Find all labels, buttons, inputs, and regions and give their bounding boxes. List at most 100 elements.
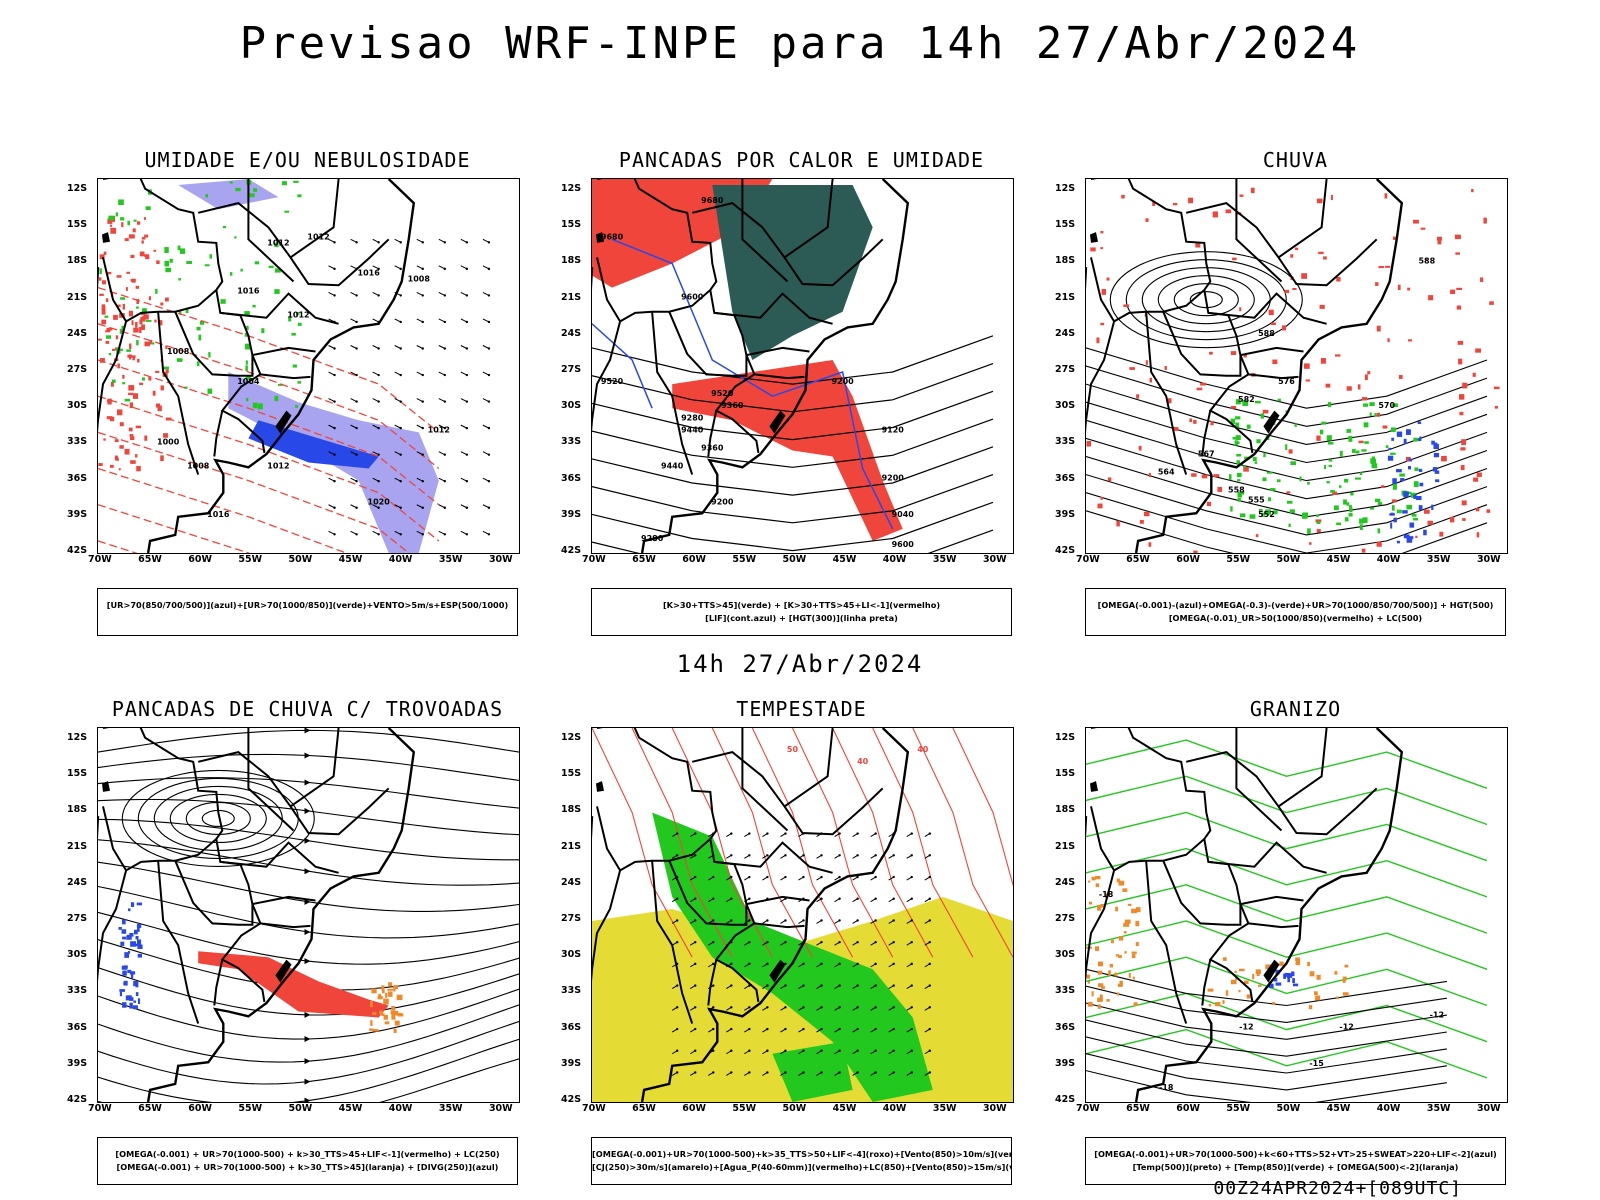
orange-cell xyxy=(1124,951,1127,954)
wind-850-area-south xyxy=(772,1041,853,1102)
green-cell xyxy=(126,349,131,352)
orange-cell xyxy=(1215,1002,1221,1007)
red-cell xyxy=(1364,374,1368,381)
green-cell xyxy=(122,382,126,385)
country-border-3 xyxy=(213,959,224,1006)
red-cell xyxy=(1138,445,1142,451)
country-border-7 xyxy=(754,922,805,929)
temp850-line-6 xyxy=(1086,956,1488,1007)
lon-tick-label: 60W xyxy=(188,554,212,565)
country-border-7 xyxy=(260,373,311,380)
divergence-cell xyxy=(123,970,127,976)
country-border-3 xyxy=(707,410,718,457)
lon-tick-label: 45W xyxy=(1326,1103,1351,1114)
red-cell xyxy=(1100,496,1103,500)
vector-head xyxy=(377,506,380,509)
green-cell xyxy=(268,265,274,269)
vector-head xyxy=(820,1071,823,1074)
vector-head xyxy=(333,347,336,350)
red-cell xyxy=(1305,379,1310,382)
vector-head xyxy=(910,919,913,922)
lon-tick-label: 50W xyxy=(288,1103,313,1114)
orange-cell xyxy=(1087,1001,1093,1007)
vector-head xyxy=(766,1071,769,1074)
red-cell xyxy=(109,416,115,422)
vector-head xyxy=(856,940,859,944)
orange-cell xyxy=(383,1014,388,1020)
red-cell xyxy=(133,327,139,333)
vector-head xyxy=(928,1071,931,1074)
isobar-label: 1000 xyxy=(157,437,180,446)
lon-tick-label: 60W xyxy=(682,554,706,565)
green-cell xyxy=(1285,444,1288,451)
orange-cell xyxy=(384,1021,390,1025)
red-cell xyxy=(1272,359,1278,365)
red-cell xyxy=(122,374,125,379)
red-cell xyxy=(1191,473,1197,477)
orange-cell xyxy=(1109,963,1113,968)
orange-cell xyxy=(1131,908,1137,914)
map-frame xyxy=(97,727,520,1103)
green-cell xyxy=(1288,523,1291,528)
lon-tick-label: 65W xyxy=(632,554,656,565)
red-cell xyxy=(1206,501,1212,507)
legend-line: [K>30+TTS>45](verde) + [K>30+TTS>45+LI<-… xyxy=(662,600,941,610)
vector-head xyxy=(802,919,805,922)
green-cell xyxy=(1263,452,1266,458)
red-cell xyxy=(1250,187,1255,194)
green-cell xyxy=(1396,509,1402,514)
red-cell xyxy=(1408,339,1412,342)
contour-label: 40 xyxy=(857,757,869,766)
blue-cell xyxy=(1423,529,1427,536)
red-cell xyxy=(1473,477,1479,482)
lc850-line-9 xyxy=(952,728,1013,886)
lon-tick-label: 35W xyxy=(438,554,463,565)
green-cell xyxy=(178,278,181,281)
orange-cell xyxy=(396,994,403,1001)
temp500-line-1 xyxy=(1086,985,1447,1023)
vector-head xyxy=(766,875,769,879)
vector-head xyxy=(333,294,336,297)
lon-tick-label: 35W xyxy=(1426,1103,1451,1114)
green-cell xyxy=(1258,508,1263,513)
green-cell xyxy=(1338,485,1342,488)
green-cell xyxy=(99,268,102,274)
orange-cell xyxy=(1133,1002,1138,1006)
lat-tick-label: 24S xyxy=(561,327,582,339)
footer-timestamp: 00Z24APR2024+[089UTC] xyxy=(1213,1178,1462,1199)
coastline-east xyxy=(146,728,416,1102)
country-border-9 xyxy=(247,728,295,832)
height-label: 9680 xyxy=(701,196,724,205)
red-cell xyxy=(124,238,129,242)
lat-tick-label: 15S xyxy=(561,219,582,231)
red-cell xyxy=(1286,491,1291,494)
vector-head xyxy=(712,962,715,966)
red-cell xyxy=(1100,230,1104,234)
red-cell xyxy=(135,285,140,289)
panel-tempestade: TEMPESTADE 50 40 40 12S 15S 18S 21S 24S 27S 30S 33S… xyxy=(561,697,1091,1185)
orange-cell xyxy=(381,985,385,991)
lon-tick-label: 70W xyxy=(88,554,112,565)
lc250-streamline-0 xyxy=(98,729,519,753)
vector-head xyxy=(694,984,697,987)
green-cell xyxy=(1324,465,1327,470)
country-border-10 xyxy=(1277,728,1328,808)
red-cell xyxy=(145,255,150,260)
lat-tick-label: 18S xyxy=(67,804,88,816)
vector-head xyxy=(443,267,447,271)
vector-head xyxy=(892,919,895,922)
red-cell xyxy=(128,234,135,239)
vector-head xyxy=(730,962,733,966)
orange-cell xyxy=(1088,880,1091,883)
hgt500-line-9 xyxy=(1086,510,1488,553)
lon-tick-label: 30W xyxy=(488,1103,513,1114)
lc850-line-8 xyxy=(912,728,1013,958)
red-cell xyxy=(1239,307,1242,312)
green-cell xyxy=(1363,403,1369,407)
red-cell xyxy=(110,227,117,234)
lagoa-dos-patos xyxy=(769,959,786,983)
orange-cell xyxy=(1315,995,1321,1001)
red-cell xyxy=(1316,529,1321,533)
orange-cell xyxy=(1135,907,1141,913)
red-cell xyxy=(1450,289,1456,295)
